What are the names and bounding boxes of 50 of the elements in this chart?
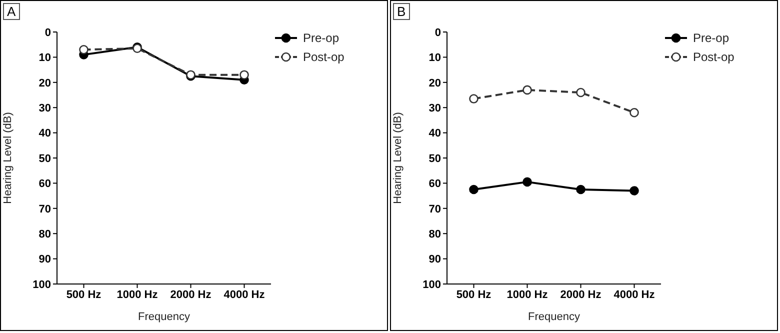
y-tick-label: 50 — [38, 152, 51, 165]
y-tick-label: 80 — [38, 228, 51, 241]
x-tick-label: 500 Hz — [456, 288, 492, 301]
point — [469, 94, 478, 104]
y-tick-label: 70 — [38, 203, 51, 216]
legend-label: Post-op — [303, 50, 344, 64]
point — [469, 184, 478, 194]
y-tick-label: 20 — [428, 77, 441, 90]
x-tick-label: 4000 Hz — [614, 288, 656, 301]
x-tick-label: 2000 Hz — [560, 288, 602, 301]
y-tick-label: 0 — [44, 26, 51, 39]
y-tick-label: 70 — [428, 203, 441, 216]
point — [522, 177, 532, 187]
x-tick-label: 4000 Hz — [224, 288, 266, 301]
x-tick-label: 2000 Hz — [170, 288, 212, 301]
y-tick-label: 0 — [434, 26, 441, 39]
legend-label: Post-op — [693, 50, 734, 64]
point — [576, 88, 586, 98]
y-tick-label: 20 — [38, 77, 51, 90]
point — [630, 186, 639, 196]
chart-title: A — [3, 3, 20, 20]
x-tick-label: 1000 Hz — [116, 288, 158, 301]
x-axis-title: Frequency — [528, 311, 580, 323]
point — [576, 184, 586, 194]
y-tick-label: 10 — [428, 52, 441, 64]
point — [79, 44, 88, 54]
x-axis-title: Frequency — [138, 311, 190, 323]
y-tick-label: 60 — [38, 178, 51, 190]
y-tick-label: 100 — [422, 278, 441, 291]
y-axis-title: Hearing Level (dB) — [392, 112, 404, 204]
point — [240, 70, 249, 80]
y-tick-label: 60 — [428, 178, 441, 190]
y-tick-label: 80 — [428, 228, 441, 241]
legend-label: Pre-op — [693, 30, 730, 44]
y-tick-label: 10 — [38, 52, 51, 64]
chart-title: B — [393, 3, 410, 20]
y-tick-label: 50 — [428, 152, 441, 165]
y-tick-label: 40 — [38, 128, 51, 140]
y-tick-label: 100 — [32, 278, 51, 291]
x-tick-label: 500 Hz — [66, 288, 102, 301]
y-tick-label: 30 — [38, 102, 51, 115]
y-tick-label: 40 — [428, 128, 441, 140]
point — [522, 85, 532, 95]
y-tick-label: 30 — [428, 102, 441, 115]
y-tick-label: 90 — [428, 254, 441, 266]
legend-label: Pre-op — [303, 30, 340, 44]
x-tick-label: 1000 Hz — [506, 288, 548, 301]
y-axis-title: Hearing Level (dB) — [2, 112, 14, 204]
point — [630, 108, 639, 118]
y-tick-label: 90 — [38, 254, 51, 266]
